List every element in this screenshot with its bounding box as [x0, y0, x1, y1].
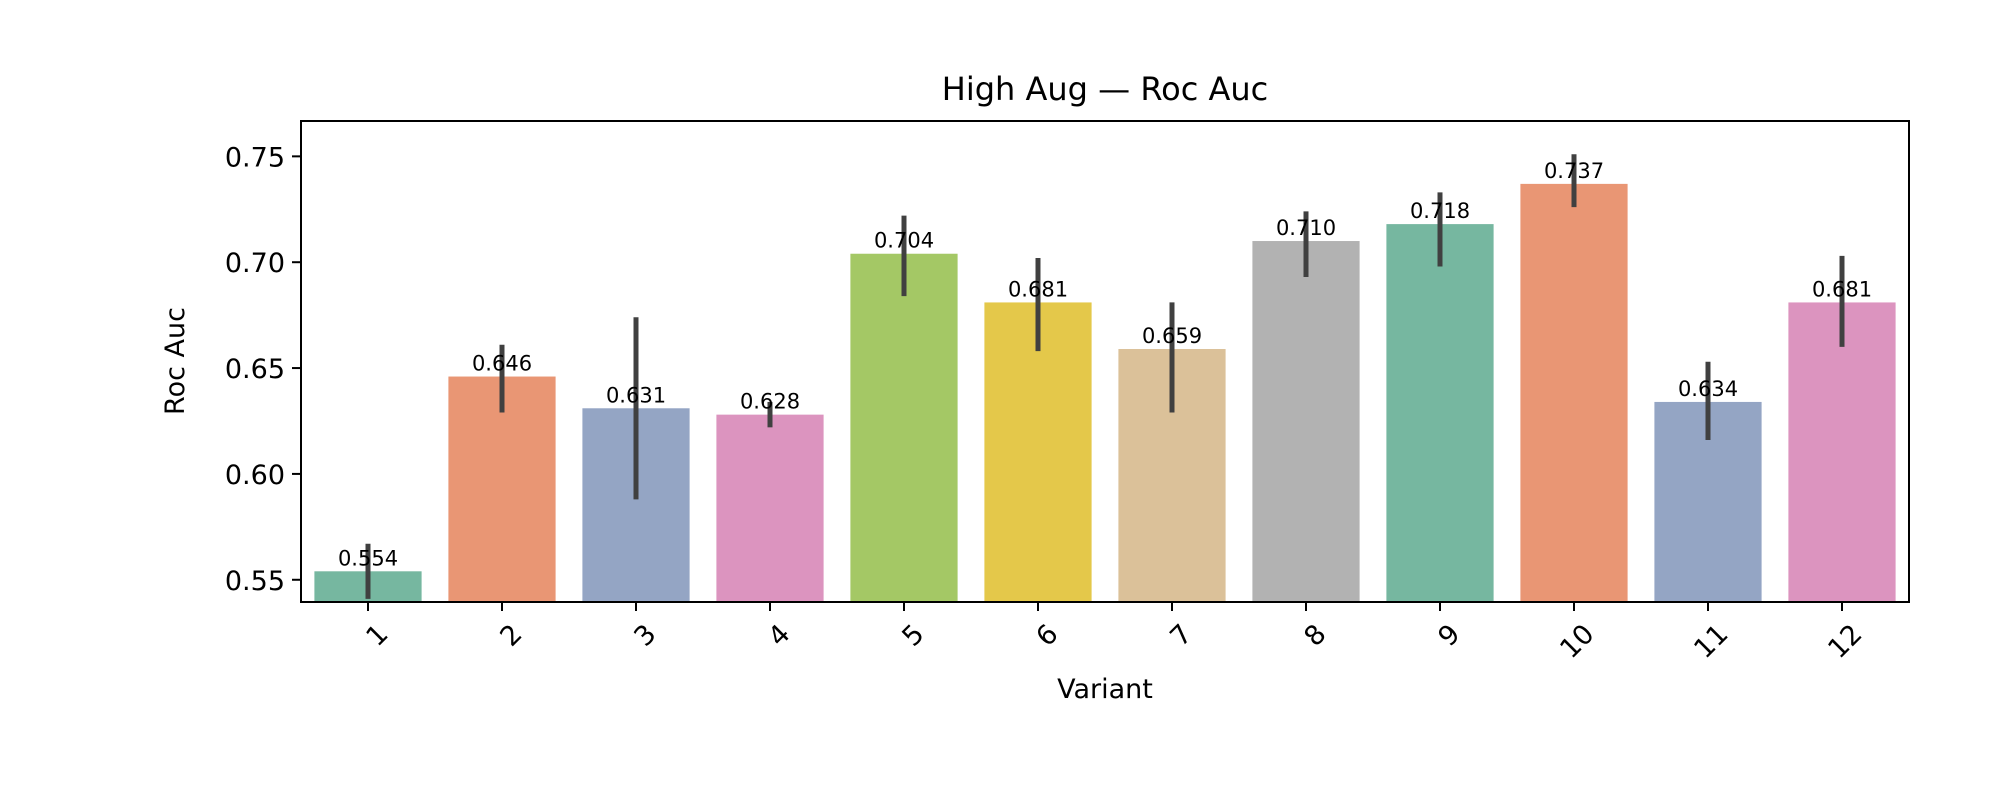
value-label-7: 0.659: [1142, 324, 1202, 348]
bar-4: [716, 414, 824, 602]
value-label-6: 0.681: [1008, 277, 1068, 301]
x-tick-label-9: 9: [1432, 619, 1466, 653]
value-label-1: 0.554: [338, 546, 398, 570]
x-tick-label-10: 10: [1554, 619, 1600, 665]
y-tick-label: 0.65: [225, 354, 285, 385]
x-tick-label-12: 12: [1822, 619, 1868, 665]
y-tick-label: 0.55: [225, 566, 285, 597]
x-tick-label-7: 7: [1164, 619, 1198, 653]
bar-5: [850, 253, 958, 602]
y-tick-label: 0.60: [225, 460, 285, 491]
x-tick-label-11: 11: [1688, 619, 1734, 665]
value-label-9: 0.718: [1410, 199, 1470, 223]
value-label-5: 0.704: [874, 229, 934, 253]
value-label-12: 0.681: [1812, 277, 1872, 301]
bar-9: [1386, 224, 1494, 602]
x-axis: 1 2 3 4 5 6 7 8 9 10 11 12: [360, 602, 1869, 665]
bar-10: [1520, 183, 1628, 602]
bar-12: [1788, 302, 1896, 602]
value-label-3: 0.631: [606, 383, 666, 407]
value-label-8: 0.710: [1276, 216, 1336, 240]
bar-2: [448, 376, 556, 602]
x-tick-label-1: 1: [360, 619, 394, 653]
value-label-4: 0.628: [740, 390, 800, 414]
bars-layer: [314, 183, 1896, 602]
bar-6: [984, 302, 1092, 602]
x-tick-label-5: 5: [896, 619, 930, 653]
value-labels-layer: 0.554 0.646 0.631 0.628 0.704 0.681 0.659 0.710…: [338, 159, 1872, 570]
x-tick-label-8: 8: [1298, 619, 1332, 653]
x-tick-label-6: 6: [1030, 619, 1064, 653]
bar-8: [1252, 241, 1360, 602]
x-tick-label-3: 3: [628, 619, 662, 653]
value-label-11: 0.634: [1678, 377, 1738, 401]
x-tick-label-4: 4: [762, 619, 796, 653]
y-tick-label: 0.70: [225, 248, 285, 279]
x-axis-label: Variant: [1057, 674, 1153, 705]
value-label-2: 0.646: [472, 352, 532, 376]
y-tick-label: 0.75: [225, 142, 285, 173]
error-bars-layer: [365, 154, 1845, 599]
y-axis-label: Roc Auc: [160, 307, 191, 415]
x-tick-label-2: 2: [494, 619, 528, 653]
y-axis: 0.55 0.60 0.65 0.70 0.75: [225, 142, 301, 597]
plot-area-frame: [300, 120, 1910, 603]
chart-title: High Aug — Roc Auc: [942, 70, 1268, 108]
value-label-10: 0.737: [1544, 159, 1604, 183]
